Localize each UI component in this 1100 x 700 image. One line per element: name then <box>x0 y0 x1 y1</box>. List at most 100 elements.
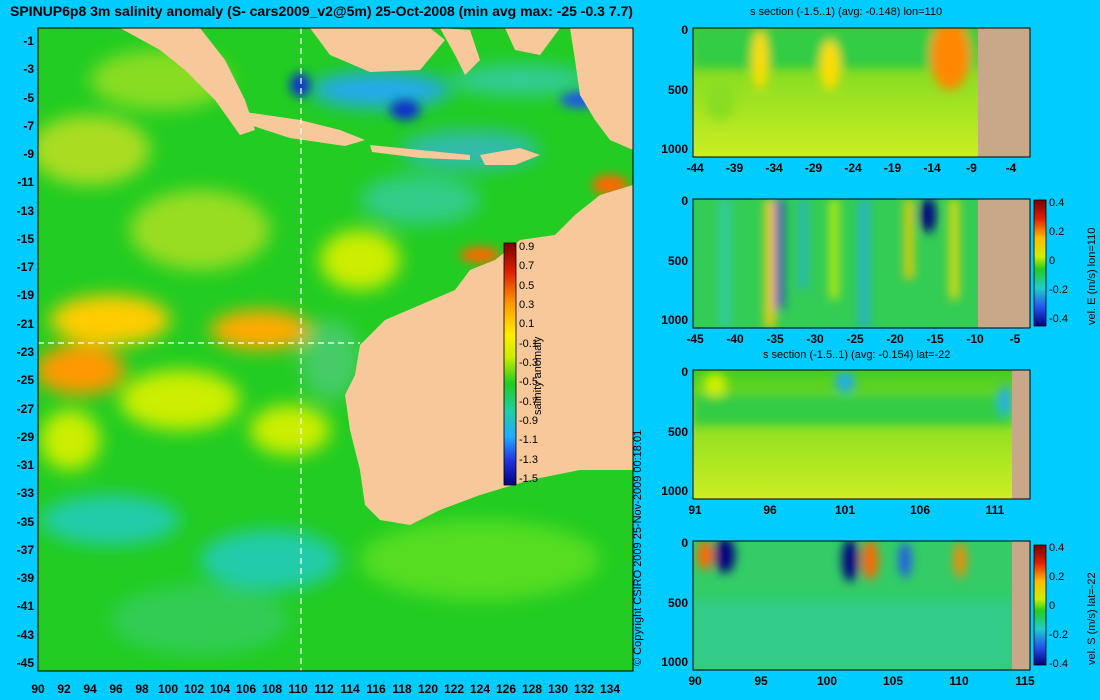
panel-y-tick-label: 0 <box>681 194 688 208</box>
lat-tick-label: -13 <box>16 203 34 218</box>
colorbar-label: salinity anomaly <box>532 336 544 415</box>
panel-x-tick-label: -35 <box>766 332 784 346</box>
colorbar-tick-label: 0.9 <box>519 241 535 253</box>
colorbar-tick-label: -1.1 <box>519 434 538 447</box>
lon-tick-label: 90 <box>31 682 45 696</box>
lat-tick-label: -41 <box>16 599 34 614</box>
panel-y-tick-label: 0 <box>681 536 688 550</box>
panel-x-tick-label: 105 <box>882 674 904 688</box>
lon-tick-label: 104 <box>209 682 231 696</box>
panel-y-tick-label: 500 <box>667 82 688 97</box>
lon-tick-label: 128 <box>521 682 543 696</box>
lon-tick-label: 114 <box>340 682 360 696</box>
lat-tick-label: -35 <box>16 514 34 529</box>
panel-4-field <box>693 541 1030 670</box>
lat-tick-label: -23 <box>16 345 34 359</box>
panel-x-tick-label: 96 <box>763 503 777 517</box>
panel-y-tick-label: 1000 <box>661 142 688 156</box>
lon-tick-label: 124 <box>469 682 491 696</box>
lon-tick-label: 116 <box>366 682 386 696</box>
lon-tick-label: 92 <box>57 682 71 696</box>
panel-x-tick-label: -9 <box>966 161 977 175</box>
map-land <box>120 28 633 525</box>
colorbar-tick-label: -0.9 <box>519 415 538 427</box>
panel-x-tick-label: 101 <box>834 503 856 517</box>
panel-x-tick-label: -34 <box>765 161 783 175</box>
panel-x-tick-label: -44 <box>686 161 704 175</box>
lat-tick-label: -7 <box>23 118 34 133</box>
panel-x-tick-label: 106 <box>909 503 931 517</box>
lat-tick-label: -31 <box>16 458 34 473</box>
lon-tick-label: 118 <box>392 682 412 696</box>
lat-tick-label: -19 <box>16 288 34 303</box>
panel-x-tick-label: -14 <box>923 161 941 175</box>
panel-x-tick-label: -5 <box>1009 332 1021 346</box>
colorbar-tick-label: -0.7 <box>519 395 538 408</box>
panel-y-tick-label: 500 <box>667 595 688 610</box>
lon-tick-label: 94 <box>83 682 97 696</box>
panel-colorbar-tick-label: -0.4 <box>1049 658 1068 670</box>
lon-tick-label: 106 <box>235 682 257 696</box>
panel-colorbar-tick-label: 0 <box>1049 600 1056 612</box>
panel-y-tick-label: 0 <box>681 365 688 379</box>
lat-tick-label: -15 <box>16 231 34 246</box>
panel-3-field <box>693 370 1030 499</box>
lon-tick-label: 132 <box>573 682 595 696</box>
panel-3-frame <box>692 369 1031 500</box>
panel-x-tick-label: -4 <box>1005 161 1017 175</box>
panel-x-tick-label: -10 <box>966 332 984 346</box>
salinity-colorbar <box>503 242 517 486</box>
colorbar-tick-label: -0.3 <box>519 357 538 369</box>
panel-1-field <box>693 28 1030 157</box>
panel-y-tick-label: 500 <box>667 424 688 439</box>
panel-y-tick-label: 1000 <box>661 313 688 327</box>
lon-tick-label: 110 <box>288 682 308 696</box>
lon-tick-label: 112 <box>314 682 334 696</box>
panel-y-tick-label: 1000 <box>661 484 688 498</box>
panel-colorbar-tick-label: -0.2 <box>1049 284 1068 296</box>
panel-4-colorbar-label: vel. S (m/s) lat=-22 <box>1086 572 1098 665</box>
lat-tick-label: -3 <box>23 62 34 77</box>
colorbar-tick-label: 0.7 <box>519 260 535 273</box>
panel-x-tick-label: 115 <box>1015 674 1035 688</box>
figure-title: SPINUP6p8 3m salinity anomaly (S- cars20… <box>10 3 633 19</box>
panel-x-tick-label: 91 <box>688 503 702 517</box>
panel-2-colorbar <box>1033 199 1047 327</box>
lat-tick-label: -39 <box>16 571 34 586</box>
lon-tick-label: 126 <box>495 682 517 696</box>
panel-2-field <box>693 199 1030 328</box>
lat-tick-label: -45 <box>16 656 34 670</box>
panel-x-tick-label: -39 <box>725 161 744 175</box>
lat-tick-label: -11 <box>17 175 34 190</box>
lat-tick-label: -29 <box>16 429 34 444</box>
panel-2-colorbar-label: vel. E (m/s) lon=110 <box>1086 227 1098 325</box>
colorbar-tick-label: 0.5 <box>519 279 535 292</box>
panel-2-frame <box>692 198 1031 329</box>
panel-x-tick-label: 100 <box>816 674 838 688</box>
panel-x-tick-label: -19 <box>883 161 902 175</box>
panel-colorbar-tick-label: 0.2 <box>1049 571 1065 583</box>
lon-tick-label: 100 <box>157 682 179 696</box>
panel-y-tick-label: 0 <box>681 23 688 37</box>
panel-4-frame <box>692 540 1031 671</box>
copyright-text: © Copyright CSIRO 2009 25-Nov-2009 00:18… <box>632 429 644 666</box>
panel-x-tick-label: -29 <box>804 161 823 175</box>
panel-colorbar-tick-label: 0 <box>1049 255 1056 267</box>
panel-4-colorbar <box>1033 544 1047 666</box>
panel-x-tick-label: 90 <box>688 674 702 688</box>
lat-tick-label: -43 <box>16 627 34 642</box>
panel-colorbar-tick-label: -0.2 <box>1049 629 1068 641</box>
panel-y-tick-label: 1000 <box>661 655 688 669</box>
lon-tick-label: 98 <box>135 682 149 696</box>
panel-x-tick-label: 95 <box>754 674 768 688</box>
panel-colorbar-tick-label: 0.2 <box>1049 226 1065 238</box>
lat-tick-label: -27 <box>16 401 34 416</box>
panel-colorbar-tick-label: 0.4 <box>1049 542 1065 554</box>
colorbar-tick-label: 0.3 <box>519 299 535 311</box>
lat-tick-label: -25 <box>16 373 34 388</box>
lon-tick-label: 96 <box>109 682 123 696</box>
lon-tick-label: 108 <box>261 682 283 696</box>
panel-y-tick-label: 500 <box>667 253 688 268</box>
panel-x-tick-label: -30 <box>806 332 824 346</box>
